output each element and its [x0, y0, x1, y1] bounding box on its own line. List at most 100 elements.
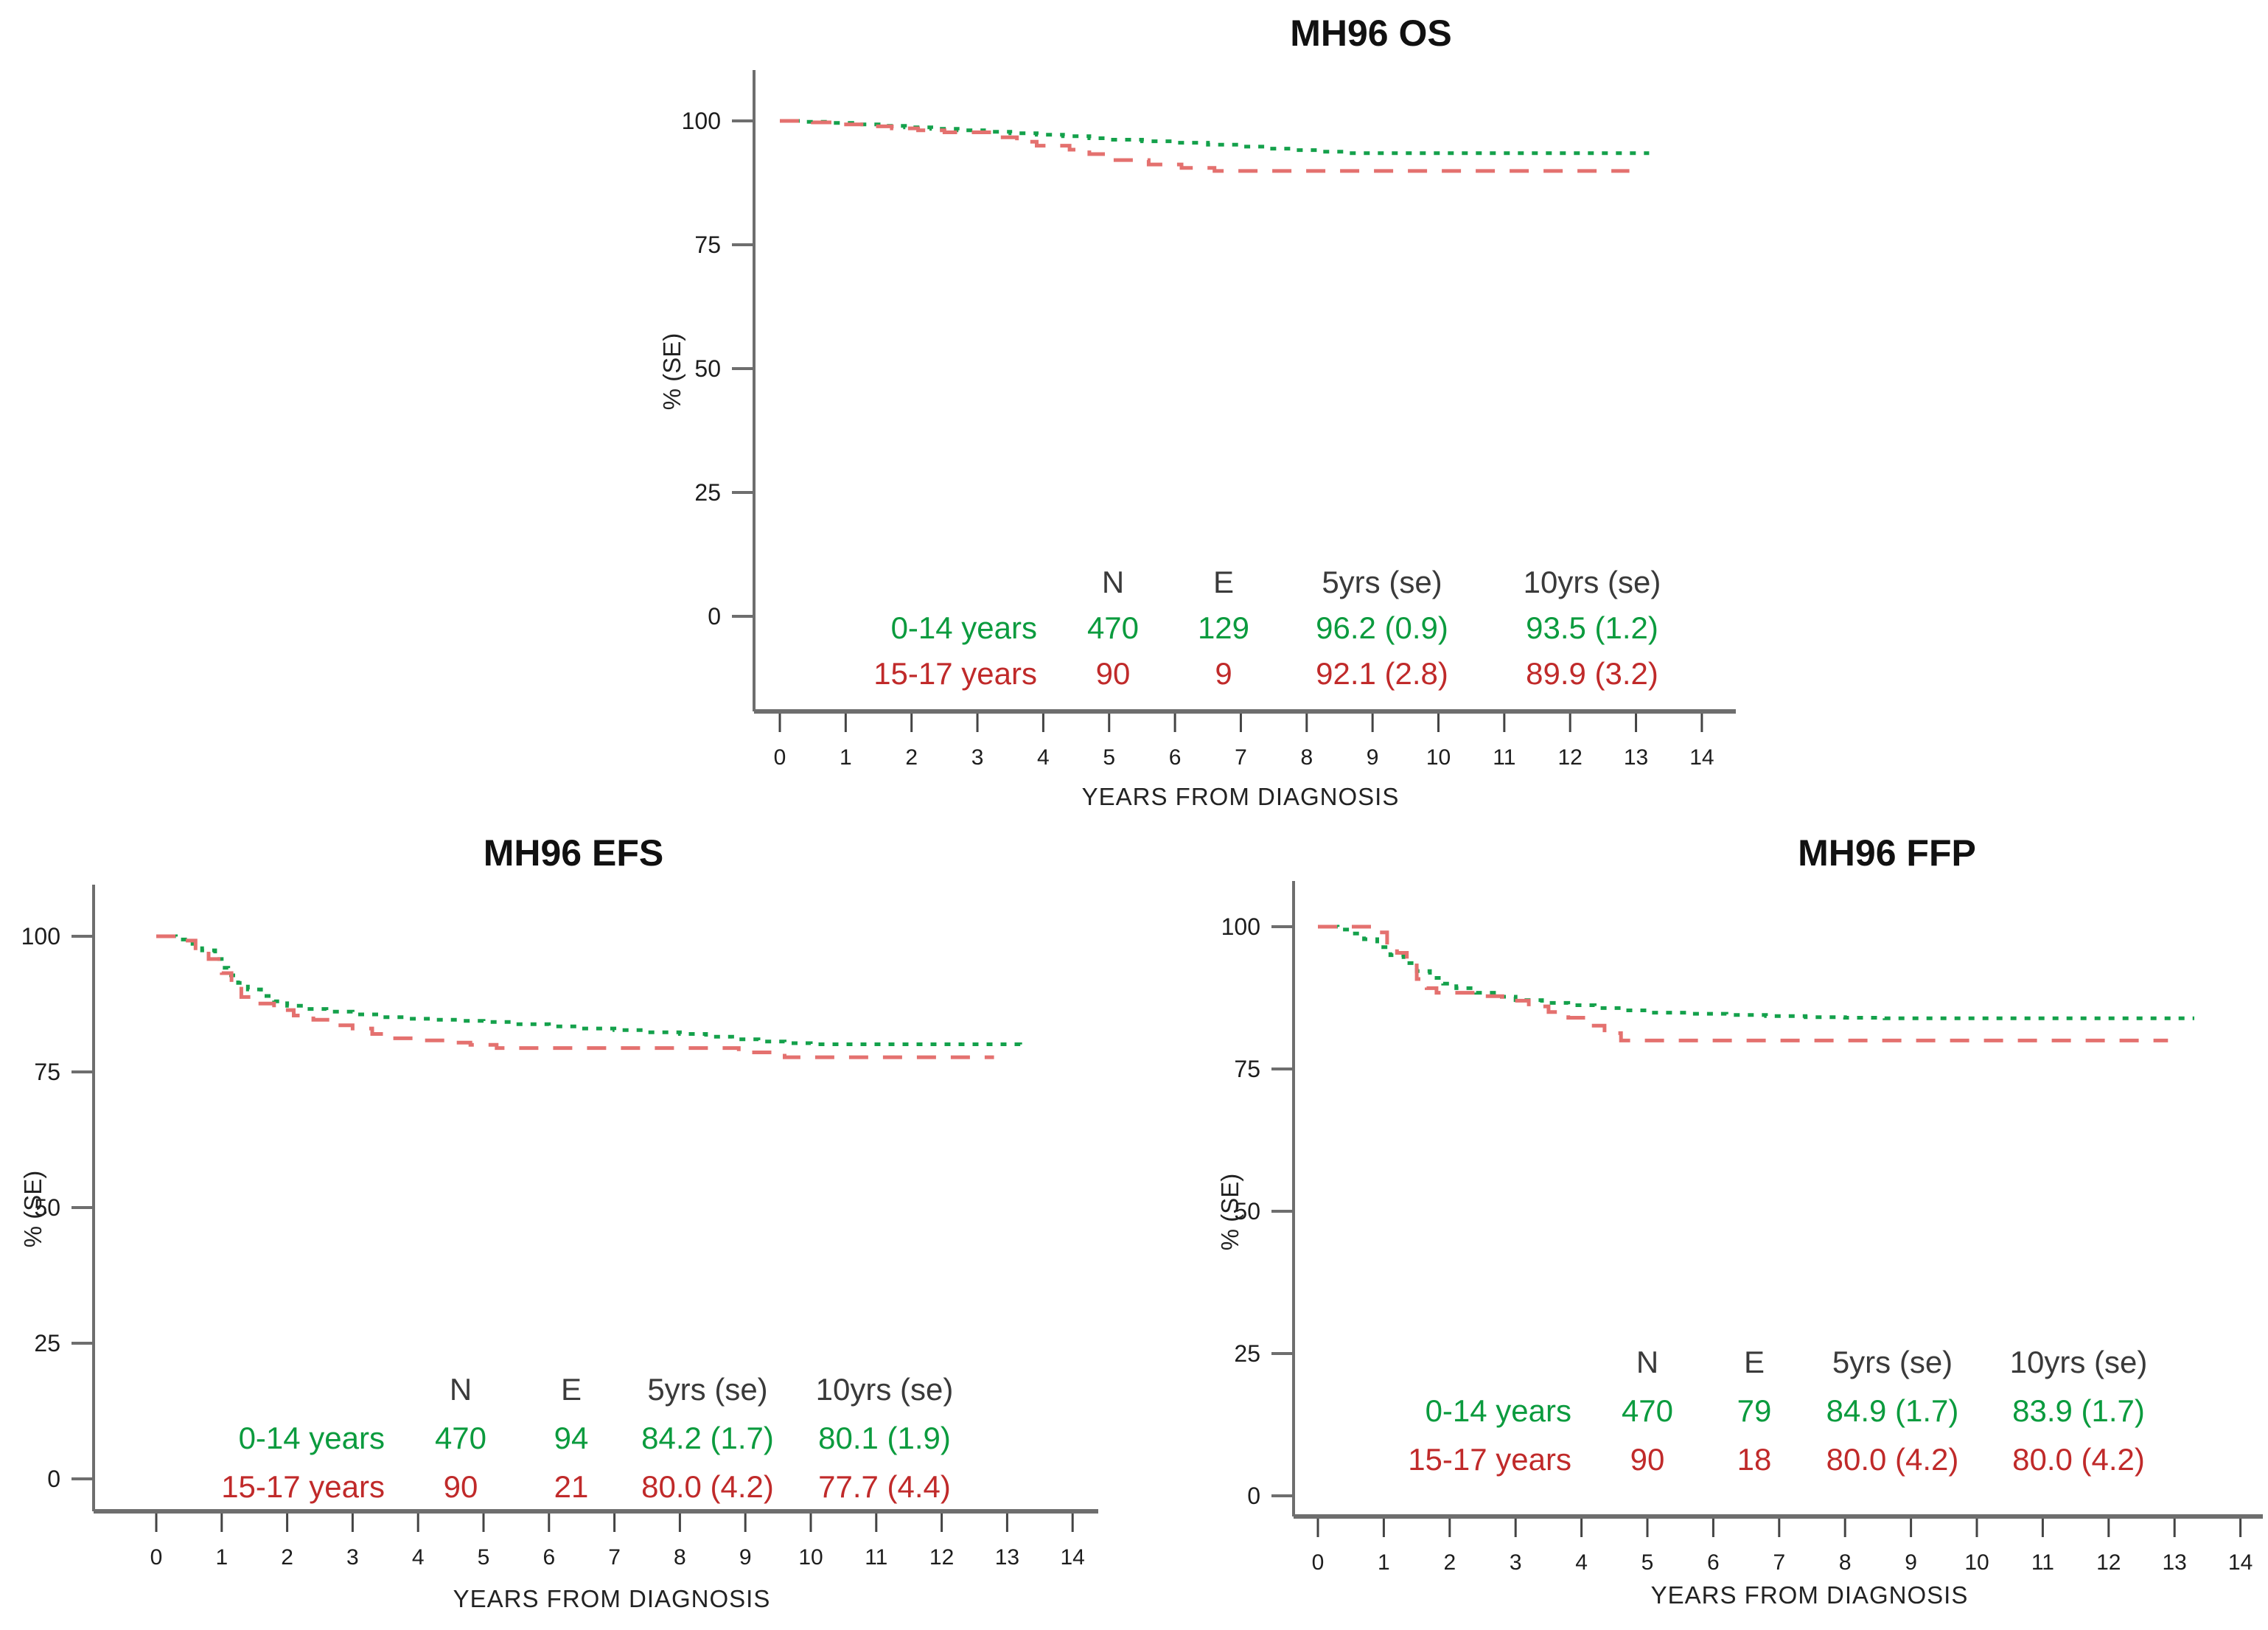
legend-value-e: 129 — [1197, 610, 1250, 645]
x-axis-label: YEARS FROM DIAGNOSIS — [1081, 783, 1400, 810]
axes — [1292, 881, 2263, 1519]
y-tick-label: 25 — [694, 479, 721, 506]
y-tick-label: 0 — [1247, 1483, 1260, 1509]
legend-row-label: 15-17 years — [221, 1469, 385, 1504]
y-tick-label: 25 — [34, 1330, 60, 1356]
x-tick-label: 12 — [2096, 1550, 2121, 1575]
x-tick-label: 13 — [2163, 1550, 2187, 1575]
legend-header-e: E — [1743, 1345, 1765, 1379]
legend-value-n: 90 — [1630, 1442, 1665, 1477]
legend-header-n: N — [1636, 1345, 1659, 1379]
x-tick-label: 0 — [1312, 1550, 1325, 1575]
x-tick-label: 11 — [865, 1545, 887, 1570]
axes — [753, 70, 1736, 714]
x-tick-label: 3 — [346, 1545, 359, 1570]
y-tick-label: 50 — [34, 1194, 60, 1221]
legend-value-5yrs: 92.1 (2.8) — [1316, 656, 1448, 691]
legend-value-n: 470 — [1086, 610, 1140, 645]
y-tick-label: 0 — [708, 603, 721, 630]
y-tick-label: 75 — [694, 231, 721, 258]
legend-header-n: N — [449, 1372, 472, 1407]
legend-value-5yrs: 96.2 (0.9) — [1316, 610, 1448, 645]
x-tick-label: 7 — [1235, 745, 1247, 770]
y-tick-label: 50 — [1234, 1198, 1260, 1225]
legend-value-5yrs: 84.9 (1.7) — [1826, 1393, 1959, 1428]
x-tick-label: 13 — [995, 1545, 1019, 1570]
x-tick-label: 3 — [971, 745, 984, 770]
x-tick-label: 14 — [2228, 1550, 2253, 1575]
x-tick-label: 11 — [2031, 1550, 2054, 1575]
x-tick-label: 12 — [1558, 745, 1583, 770]
legend-value-10yrs: 83.9 (1.7) — [2012, 1393, 2145, 1428]
legend-value-e: 18 — [1737, 1442, 1772, 1477]
legend-value-10yrs: 80.1 (1.9) — [818, 1421, 951, 1455]
x-tick-label: 4 — [412, 1545, 425, 1570]
y-tick-label: 100 — [21, 923, 60, 950]
x-tick-label: 8 — [1839, 1550, 1852, 1575]
legend-header-10yrs: 10yrs (se) — [1523, 565, 1661, 599]
legend-table: N E 5yrs (se) 10yrs (se) 0-14 years 470 … — [752, 560, 1699, 697]
x-tick-label: 11 — [1493, 745, 1515, 770]
legend-value-e: 21 — [554, 1469, 589, 1504]
legend-value-5yrs: 80.0 (4.2) — [641, 1469, 774, 1504]
y-axis-label: % (SE) — [1216, 1173, 1243, 1251]
x-axis-label: YEARS FROM DIAGNOSIS — [1650, 1581, 1969, 1609]
x-tick-label: 5 — [1103, 745, 1115, 770]
y-tick-label: 100 — [1221, 913, 1260, 940]
km-curve-green — [780, 119, 1650, 156]
x-axis-label: YEARS FROM DIAGNOSIS — [453, 1585, 771, 1612]
legend-header-10yrs: 10yrs (se) — [815, 1372, 954, 1407]
x-tick-label: 7 — [1773, 1550, 1785, 1575]
x-tick-label: 1 — [215, 1545, 228, 1570]
chart-title: MH96 EFS — [483, 832, 664, 874]
x-tick-label: 9 — [739, 1545, 752, 1570]
km-chart-ffp: 0 25 50 75 100 0 1 2 3 4 5 6 7 8 9 10 11 12 13 14 MH96 FFP … — [1194, 811, 2268, 1630]
legend-corner-cell — [1268, 1338, 1592, 1387]
x-tick-label: 8 — [1300, 745, 1313, 770]
y-tick-label: 75 — [34, 1059, 60, 1085]
x-tick-label: 5 — [1641, 1550, 1654, 1575]
x-tick-label: 14 — [1689, 745, 1714, 770]
x-tick-label: 9 — [1367, 745, 1379, 770]
x-ticks: 0 1 2 3 4 5 6 7 8 9 10 11 12 13 14 — [1312, 1519, 2253, 1575]
legend-header-e: E — [560, 1372, 582, 1407]
y-tick-label: 75 — [1234, 1056, 1260, 1082]
y-ticks: 0 25 50 75 100 — [1221, 913, 1294, 1509]
x-tick-label: 2 — [1443, 1550, 1456, 1575]
legend-row-label: 15-17 years — [1408, 1442, 1571, 1477]
axes — [92, 885, 1098, 1514]
legend-header-5yrs: 5yrs (se) — [647, 1372, 768, 1407]
y-tick-label: 25 — [1234, 1340, 1260, 1367]
x-tick-label: 8 — [674, 1545, 686, 1570]
legend-value-5yrs: 80.0 (4.2) — [1826, 1442, 1959, 1477]
legend-header-n: N — [1101, 565, 1125, 599]
legend-value-10yrs: 80.0 (4.2) — [2012, 1442, 2145, 1477]
km-curve-red — [780, 119, 1630, 173]
x-tick-label: 12 — [929, 1545, 954, 1570]
x-tick-label: 2 — [281, 1545, 293, 1570]
legend-value-10yrs: 77.7 (4.4) — [818, 1469, 951, 1504]
legend-table: N E 5yrs (se) 10yrs (se) 0-14 years 470 … — [81, 1365, 980, 1511]
km-curve-red — [156, 934, 994, 1059]
x-tick-label: 0 — [774, 745, 786, 770]
x-tick-label: 2 — [905, 745, 918, 770]
legend-value-5yrs: 84.2 (1.7) — [641, 1421, 774, 1455]
legend-table: N E 5yrs (se) 10yrs (se) 0-14 years 470 … — [1268, 1338, 2178, 1484]
x-tick-label: 4 — [1037, 745, 1050, 770]
km-chart-os: 0 25 50 75 100 0 1 2 3 4 5 6 7 8 9 10 11 12 13 14 MH96 OS %… — [641, 0, 1791, 822]
x-tick-label: 6 — [1169, 745, 1182, 770]
y-ticks: 0 25 50 75 100 — [21, 923, 94, 1492]
x-tick-label: 4 — [1575, 1550, 1588, 1575]
legend-header-e: E — [1212, 565, 1234, 599]
chart-title: MH96 OS — [1290, 13, 1452, 54]
x-tick-label: 14 — [1061, 1545, 1085, 1570]
km-chart-efs: 0 25 50 75 100 0 1 2 3 4 5 6 7 8 9 10 11 12 13 14 MH96 EFS … — [0, 811, 1157, 1630]
km-curve-green — [1318, 924, 2194, 1020]
x-tick-label: 9 — [1905, 1550, 1917, 1575]
legend-corner-cell — [752, 560, 1058, 605]
x-ticks: 0 1 2 3 4 5 6 7 8 9 10 11 12 13 14 — [774, 714, 1714, 770]
legend-value-n: 90 — [1095, 656, 1131, 691]
x-tick-label: 6 — [1707, 1550, 1720, 1575]
